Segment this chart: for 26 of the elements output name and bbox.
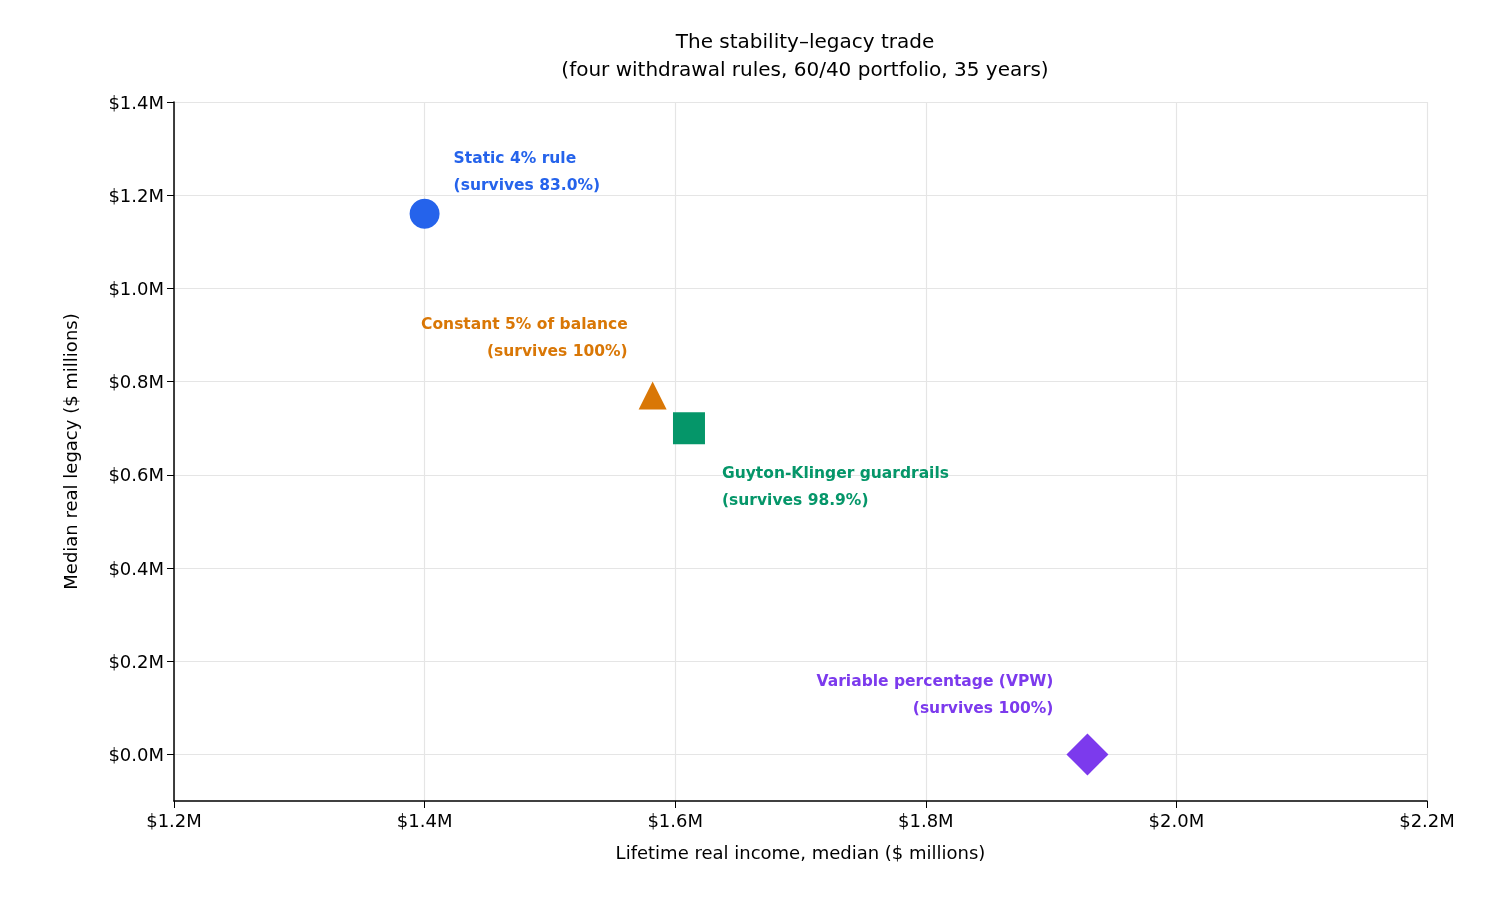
point <box>1066 733 1109 776</box>
chart-subtitle: (four withdrawal rules, 60/40 portfolio, 35 years) <box>561 57 1049 81</box>
y-tick-label: $0.2M <box>108 650 164 672</box>
x-axis-title: Lifetime real income, median ($ millions) <box>615 841 986 863</box>
x-tick-label: $1.6M <box>647 809 703 831</box>
point <box>409 198 440 229</box>
series-label: Static 4% rule (survives 83.0%) <box>453 149 601 195</box>
y-axis-title: Median real legacy ($ millions) <box>59 313 81 590</box>
y-tick-label: $1.4M <box>108 91 164 113</box>
x-tick-label: $2.0M <box>1148 809 1205 831</box>
y-tick-label: $0.8M <box>108 371 164 393</box>
x-tick-label: $1.2M <box>146 809 202 831</box>
chart-title: The stability–legacy trade <box>674 29 935 53</box>
y-tick-label: $0.4M <box>108 557 164 579</box>
text: Variable percentage (VPW) (survives 100%) <box>816 671 1054 717</box>
point <box>672 412 705 445</box>
x-tick-label: $1.8M <box>898 809 954 831</box>
y-tick-label: $1.0M <box>108 277 164 299</box>
series-label: Guyton-Klinger guardrails (survives 98.9%) <box>721 463 949 509</box>
y-tick-label: $1.2M <box>108 184 164 206</box>
y-tick-label: $0.6M <box>108 464 164 486</box>
point <box>638 381 667 410</box>
text: Constant 5% of balance (survives 100%) <box>421 315 628 361</box>
x-tick-label: $1.4M <box>396 809 453 831</box>
y-tick-label: $0.0M <box>108 743 164 765</box>
x-tick-label: $2.2M <box>1399 809 1455 831</box>
